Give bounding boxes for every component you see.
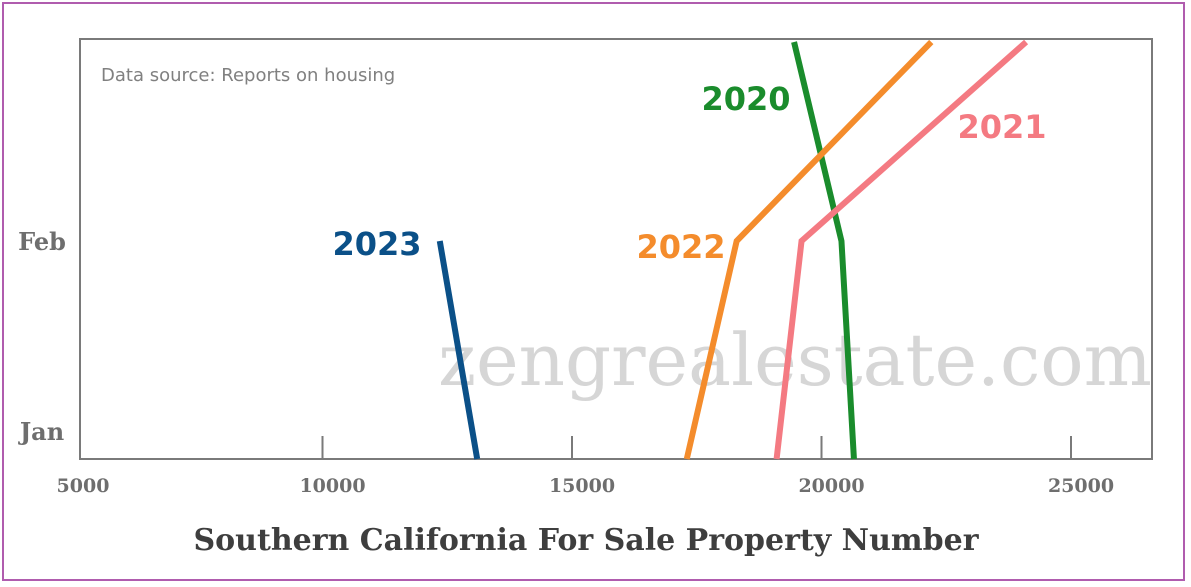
x-tick-label: 25000 (1048, 475, 1114, 497)
series-label-2022: 2022 (636, 228, 725, 266)
y-axis: Jan Feb (18, 227, 66, 446)
series-label-2021: 2021 (957, 108, 1046, 146)
chart-frame (2, 2, 1185, 581)
x-tick-label: 20000 (798, 475, 864, 497)
y-tick-label-jan: Jan (18, 417, 64, 446)
series-labels: 2020 2021 2022 2023 (332, 80, 1046, 266)
x-tick-label: 15000 (549, 475, 615, 497)
series-line-2020 (791, 41, 857, 460)
series-group (436, 39, 1029, 460)
watermark-text: zengrealestate.com (438, 318, 1152, 402)
plot-area (79, 38, 1153, 460)
x-tick-label: 5000 (57, 475, 110, 497)
x-axis-title: Southern California For Sale Property Nu… (194, 523, 980, 558)
series-line-2023 (436, 240, 481, 460)
series-line-2021 (773, 39, 1029, 460)
series-label-2023: 2023 (332, 225, 421, 263)
series-line-2022 (683, 39, 934, 460)
x-tick-label: 10000 (299, 475, 365, 497)
y-tick-label-feb: Feb (18, 227, 66, 256)
data-source-note: Data source: Reports on housing (101, 65, 395, 86)
x-axis: 5000 10000 15000 20000 25000 (57, 436, 1114, 497)
series-label-2020: 2020 (701, 80, 790, 118)
